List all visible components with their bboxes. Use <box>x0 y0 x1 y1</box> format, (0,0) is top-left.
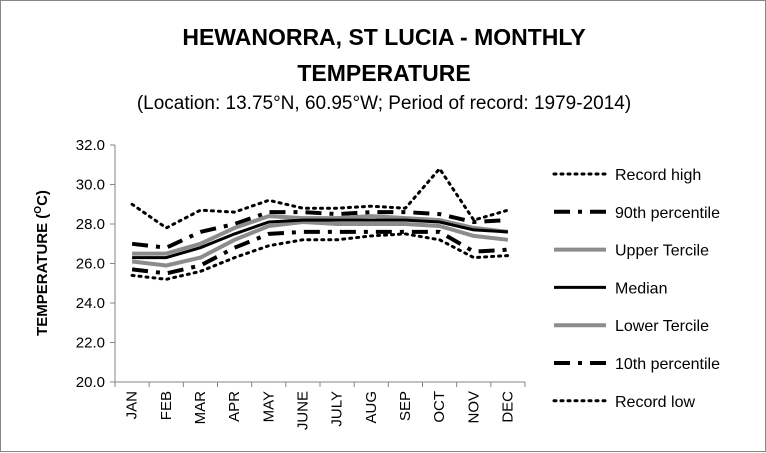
chart-title-line-1: HEWANORRA, ST LUCIA - MONTHLY <box>182 24 586 50</box>
legend-label: 90th percentile <box>615 205 720 222</box>
series-line-record-low <box>130 232 510 281</box>
axes-layer <box>110 144 526 387</box>
y-tick-label: 20.0 <box>76 374 105 391</box>
legend-label: Upper Tercile <box>615 243 709 260</box>
x-tick-label: MAR <box>192 391 209 425</box>
legend-label: Lower Tercile <box>615 318 709 335</box>
legend-label: Record high <box>615 167 701 184</box>
y-tick-label: 28.0 <box>76 216 105 233</box>
x-tick-label: AUG <box>363 391 380 424</box>
x-tick-label: FEB <box>158 391 175 420</box>
y-tick-label: 24.0 <box>76 295 105 312</box>
y-axis-label-degree: O <box>33 206 44 214</box>
legend-label: Median <box>615 280 667 297</box>
x-tick-label: JAN <box>124 391 141 419</box>
series-layer <box>130 167 510 281</box>
y-tick-label: 30.0 <box>76 177 105 194</box>
series-line-record-high <box>130 167 510 230</box>
y-axis-label-main: TEMPERATURE ( <box>34 214 51 336</box>
series-line-lower-tercile <box>131 220 509 268</box>
x-tick-label: MAY <box>260 391 277 422</box>
x-tick-label: APR <box>226 391 243 422</box>
x-tick-label: JUNE <box>294 391 311 430</box>
series-line-90th-percentile <box>131 210 509 250</box>
x-tick-label: SEP <box>397 391 414 421</box>
y-tick-label: 26.0 <box>76 256 105 273</box>
y-axis-label: TEMPERATURE (OC) <box>33 190 51 336</box>
y-tick-labels: 20.0 22.0 24.0 26.0 28.0 30.0 32.0 <box>76 137 105 391</box>
y-tick-label: 32.0 <box>76 137 105 154</box>
x-tick-labels: JAN FEB MAR APR MAY JUNE JULY AUG SEP OCT NOV DEC <box>124 391 517 430</box>
chart-title-line-2: TEMPERATURE <box>297 60 471 86</box>
chart-subtitle: (Location: 13.75°N, 60.95°W; Period of r… <box>136 93 632 114</box>
x-tick-label: JULY <box>329 391 346 427</box>
series-line-upper-tercile <box>132 214 509 256</box>
y-tick-label: 22.0 <box>76 335 105 352</box>
y-axis-label-end: C) <box>34 190 51 206</box>
legend: Record high 90th percentile Upper Tercile M… <box>552 167 720 411</box>
x-tick-label: NOV <box>465 391 482 424</box>
series-line-median <box>132 218 508 260</box>
legend-label: Record low <box>615 394 695 411</box>
legend-label: 10th percentile <box>615 356 720 373</box>
x-tick-label: OCT <box>431 391 448 423</box>
x-tick-label: DEC <box>499 391 516 423</box>
series-line-10th-percentile <box>131 229 509 276</box>
